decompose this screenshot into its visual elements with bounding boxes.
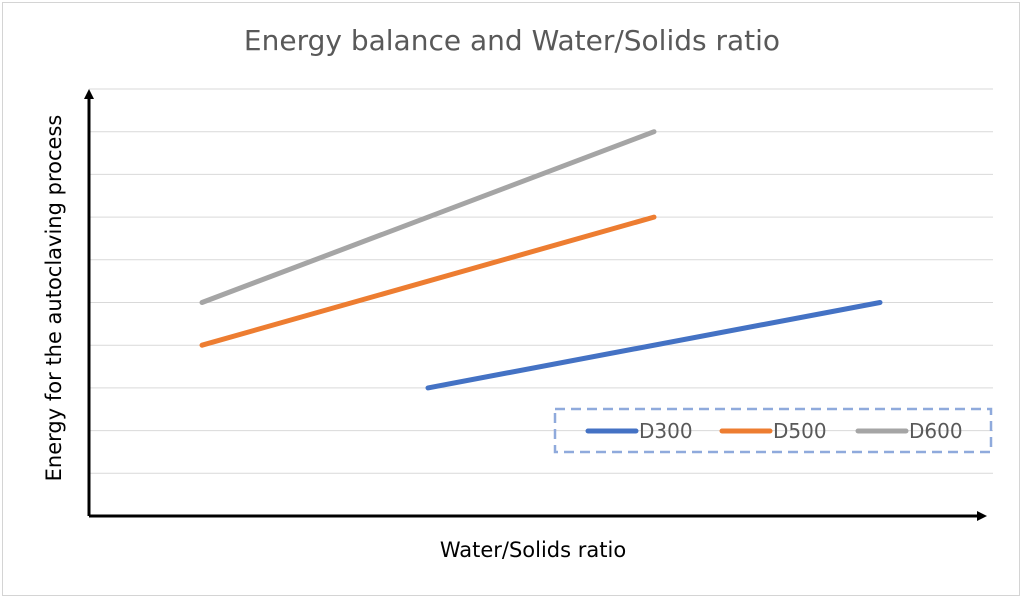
chart-title: Energy balance and Water/Solids ratio <box>243 24 781 57</box>
series-lines <box>199 129 883 391</box>
legend-label-d500: D500 <box>773 419 827 443</box>
series-line-d600 <box>199 129 657 305</box>
legend-label-d600: D600 <box>909 419 963 443</box>
series-line-d300 <box>425 300 883 391</box>
legend-label-d300: D300 <box>639 419 693 443</box>
y-axis-title: Energy for the autoclaving process <box>42 114 66 482</box>
gridlines <box>89 88 993 474</box>
series-line-d500 <box>199 214 657 348</box>
x-axis-title: Water/Solids ratio <box>439 538 627 562</box>
legend-box <box>553 407 993 454</box>
legend: D300 D500 D600 <box>553 407 993 454</box>
